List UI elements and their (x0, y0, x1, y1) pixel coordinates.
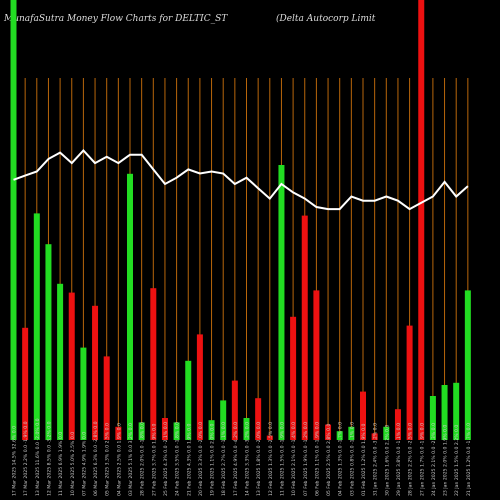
bar-green (10, 0, 17, 440)
x-tick-label: 28 Jan 2025 2.2% 0.0 -2.5% 0.0 (408, 423, 414, 496)
bar-green (127, 173, 133, 441)
bar-red (68, 292, 75, 440)
bar-green (243, 418, 250, 440)
bars-group (10, 0, 471, 441)
bar-red (325, 424, 332, 440)
bar-red (161, 418, 168, 440)
x-tick-label: 24 Jan 2025 2.1% 0.0 -2.3% 0.0 (431, 423, 437, 496)
x-tick-label: 01 Feb 2025 1.2% 0.0 1.9% 0.0 (361, 424, 367, 496)
bar-red (92, 305, 99, 440)
x-tick-label: 30 Jan 2025 1.6% 0.0 2.2% 0.0 (384, 425, 390, 496)
bar-green (173, 422, 180, 440)
bar-red (22, 327, 29, 440)
bar-green (138, 422, 145, 440)
price-line-group (13, 149, 469, 211)
bar-green (57, 283, 64, 440)
x-tick-label: 10 Mar 2025 5.0% 2.5% 0.0 (70, 432, 76, 496)
bar-red (290, 316, 297, 440)
bar-red (360, 391, 366, 440)
bar-red (301, 215, 308, 440)
x-tick-label: 03 Mar 2025 5.1% 0.0 3.2% 0.0 (128, 423, 134, 496)
x-tick-label: 05 Mar 2025 3.3% 0.0 2.5% 0.0 (105, 423, 111, 496)
x-tick-label: 12 Mar 2025 8.5% 0.0 -3.2% 0.0 (46, 421, 52, 496)
x-tick-label: 06 Mar 2025 6.3% 0.0 -2.8% 0.0 (93, 421, 99, 496)
bar-red (418, 0, 425, 440)
bar-red (255, 398, 262, 440)
bar-red (371, 433, 378, 440)
bar-green (208, 420, 215, 440)
x-tick-label: 28 Feb 2025 2.0% 0.0 -1.8% 0.0 (140, 422, 146, 496)
x-tick-label: 22 Jan 2025 1.5% 0.0 2.2% 0.0 (454, 425, 460, 496)
bar-green (453, 382, 460, 440)
bar-red (115, 426, 122, 440)
x-tick-label: 04 Feb 2025 1.3% 0.0 -1.7% 0.0 (338, 422, 344, 496)
x-tick-label: 21 Jan 2025 1.2% 0.0 -1.7% 0.0 (466, 423, 472, 496)
x-tick-label: 13 Mar 2025 11.6% 0.0 -2.0% 0.0 (35, 418, 41, 496)
x-tick-label: 07 Feb 2025 1.9% 0.0 -1.2% 0.0 (303, 422, 309, 496)
bar-red (150, 288, 157, 440)
bar-green (33, 213, 40, 440)
x-labels-group: 17 Mar 2025 14.5% 32.6% 0.0 17 Mar 2025 2… (12, 418, 472, 496)
bar-red (394, 409, 401, 440)
bar-green (464, 290, 471, 440)
x-tick-label: 13 Feb 2025 1.8% 0.0 -2.0% 0.0 (256, 422, 262, 496)
x-tick-label: 12 Feb 2025 1.3% 0.0 -2.5% 0.0 (268, 422, 274, 496)
x-tick-label: 27 Feb 2025 3.7% 0.0 1.9% 0.0 (151, 424, 157, 496)
x-tick-label: 20 Feb 2025 3.3% 0.0 -2.0% 0.0 (198, 422, 204, 496)
bar-red (103, 356, 110, 440)
x-tick-label: 17 Mar 2025 2.2% 0.0 -1.9% 0.0 (23, 421, 29, 496)
x-tick-label: 11 Feb 2025 1.5% 0.0 -1.9% 0.0 (279, 422, 285, 496)
bar-red (406, 325, 413, 440)
bar-green (220, 400, 227, 440)
x-tick-label: 10 Feb 2025 2.1% 0.0 -1.4% 0.0 (291, 422, 297, 496)
x-tick-label: 31 Jan 2025 2.4% 0.0 -3.2% 0.0 (373, 423, 379, 496)
x-tick-label: 03 Feb 2025 0.8% 0.0 -1.1% 0.0 (349, 422, 355, 496)
bar-green (185, 360, 192, 440)
x-tick-label: 24 Feb 2025 3.5% 0.0 -1.8% 0.0 (175, 422, 181, 496)
bar-green (336, 431, 343, 440)
price-line (13, 149, 469, 211)
x-tick-label: 14 Feb 2025 3.3% 0.0 -3.2% 0.0 (245, 422, 251, 496)
x-tick-label: 27 Jan 2025 1.7% 0.0 -1.9% 0.0 (419, 423, 425, 496)
bar-green (429, 396, 436, 440)
bar-red (231, 380, 238, 440)
bar-green (278, 165, 285, 440)
bar-green (383, 426, 390, 440)
x-tick-label: 17 Mar 2025 14.5% 32.6% 0.0 (12, 426, 18, 496)
x-tick-label: 19 Feb 2025 1.1% 0.0 2.0% 0.0 (210, 424, 216, 496)
bar-green (80, 347, 87, 440)
x-tick-label: 29 Jan 2025 3.8% 0.0 -1.1% 0.0 (396, 423, 402, 496)
x-tick-label: 05 Feb 2025 2.5% 0.0 2.8% 0.0 (326, 424, 332, 496)
bar-red (313, 290, 320, 440)
x-tick-label: 07 Mar 2025 4.9% 1.9% 0.0 (81, 432, 87, 496)
x-tick-label: 23 Jan 2025 2.0% 0.0 1.9% 0.0 (443, 425, 449, 496)
x-tick-label: 21 Feb 2025 4.3% 0.0 1.9% 0.0 (186, 424, 192, 496)
bar-green (45, 244, 52, 440)
bar-green (348, 426, 355, 440)
x-tick-label: 06 Feb 2025 1.1% 0.0 -1.9% 0.0 (314, 422, 320, 496)
chart-header-right: (Delta Autocorp Limit (276, 14, 376, 24)
bar-green (441, 385, 448, 440)
bar-red (266, 435, 273, 440)
x-tick-label: 04 Mar 2025 2.5% 0.0 1.9% 0.0 (116, 423, 122, 496)
x-tick-label: 17 Feb 2025 4.9% 0.0 -4.2% 0.0 (233, 422, 239, 496)
chart-header-left: MunafaSutra Money Flow Charts for DELTIC… (4, 14, 228, 24)
x-tick-label: 11 Mar 2025 6.9% 1.9% 0.0 (58, 432, 64, 496)
bar-red (196, 334, 203, 440)
x-tick-label: 18 Feb 2025 2.7% 0.0 -1.1% 0.0 (221, 422, 227, 496)
x-tick-label: 25 Feb 2025 4.3% 0.0 -2.1% 0.0 (163, 422, 169, 496)
